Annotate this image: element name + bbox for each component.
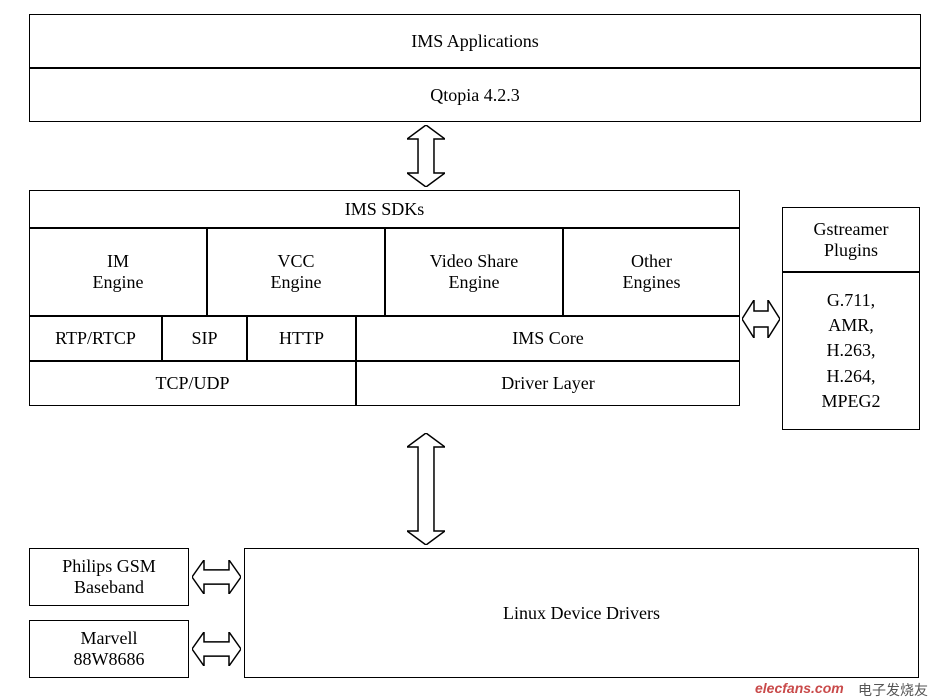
marvell-box: Marvell 88W8686 xyxy=(29,620,189,678)
linux-drivers-box: Linux Device Drivers xyxy=(244,548,919,678)
im-engine-box: IM Engine xyxy=(29,228,207,316)
arrow-top-mid xyxy=(407,125,445,187)
http-box: HTTP xyxy=(247,316,356,361)
ims-sdks-header: IMS SDKs xyxy=(29,190,740,228)
gstreamer-list-box: G.711, AMR, H.263, H.264, MPEG2 xyxy=(782,272,920,430)
imscore-box: IMS Core xyxy=(356,316,740,361)
sip-box: SIP xyxy=(162,316,247,361)
watermark-chinese: 电子发烧友 xyxy=(858,680,928,700)
philips-gsm-box: Philips GSM Baseband xyxy=(29,548,189,606)
rtp-box: RTP/RTCP xyxy=(29,316,162,361)
arrow-mid-bottom xyxy=(407,433,445,545)
vcc-engine-box: VCC Engine xyxy=(207,228,385,316)
arrow-marvell-linux xyxy=(192,632,241,666)
driver-box: Driver Layer xyxy=(356,361,740,406)
watermark-elecfans: elecfans.com xyxy=(755,680,844,696)
ims-applications-box: IMS Applications xyxy=(29,14,921,68)
other-engine-box: Other Engines xyxy=(563,228,740,316)
video-engine-box: Video Share Engine xyxy=(385,228,563,316)
tcpudp-box: TCP/UDP xyxy=(29,361,356,406)
qtopia-box: Qtopia 4.2.3 xyxy=(29,68,921,122)
gstreamer-title-box: Gstreamer Plugins xyxy=(782,207,920,272)
arrow-philips-linux xyxy=(192,560,241,594)
arrow-mid-right xyxy=(742,300,780,338)
